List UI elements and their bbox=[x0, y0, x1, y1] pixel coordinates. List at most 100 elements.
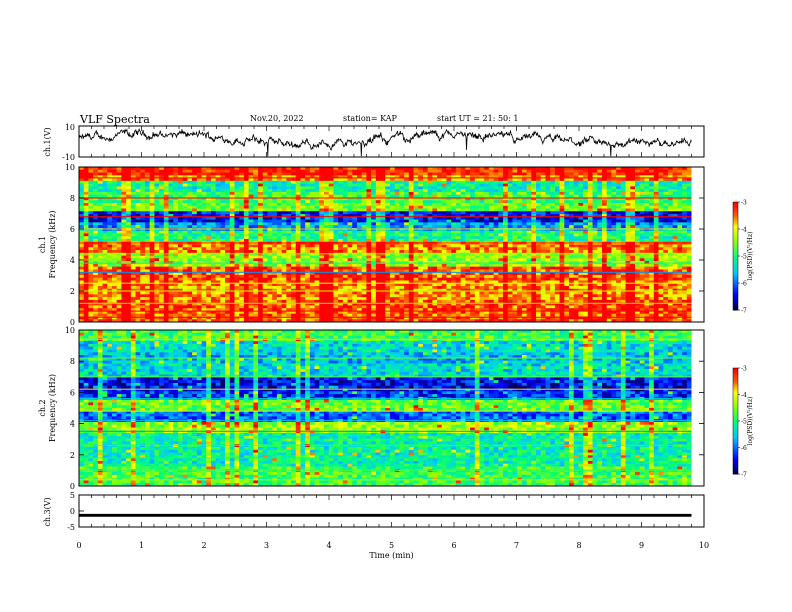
spectrogram-cell bbox=[432, 169, 438, 173]
spectrogram-cell bbox=[540, 255, 546, 259]
spectrogram-cell bbox=[121, 222, 127, 226]
spectrogram-cell bbox=[517, 263, 523, 268]
spectrogram-cell bbox=[253, 186, 259, 190]
spectrogram-cell bbox=[352, 250, 358, 254]
spectrogram-cell bbox=[658, 236, 664, 240]
spectrogram-cell bbox=[625, 263, 631, 268]
spectrogram-cell bbox=[488, 180, 495, 185]
spectrogram-cell bbox=[380, 202, 386, 207]
spectrogram-cell bbox=[366, 250, 372, 254]
spectrogram-cell bbox=[107, 205, 113, 209]
spectrogram-cell bbox=[347, 194, 353, 198]
spectrogram-cell bbox=[192, 219, 198, 223]
spectrogram-cell bbox=[601, 208, 608, 212]
spectrogram-cell bbox=[404, 189, 410, 193]
spectrogram-cell bbox=[644, 208, 650, 212]
spectrogram-cell bbox=[107, 200, 113, 204]
spectrogram-cell bbox=[385, 167, 391, 171]
spectrogram-cell bbox=[342, 167, 348, 171]
spectrogram-cell bbox=[620, 194, 626, 198]
spectrogram-cell bbox=[154, 238, 160, 243]
spectrogram-cell bbox=[441, 186, 447, 190]
spectrogram-cell bbox=[592, 191, 598, 196]
spectrogram-cell bbox=[328, 194, 334, 198]
spectrogram-cell bbox=[102, 233, 108, 237]
spectrogram-cell bbox=[667, 200, 674, 204]
spectrogram-cell bbox=[682, 225, 688, 229]
spectrogram-cell bbox=[616, 202, 622, 207]
spectrogram-cell bbox=[182, 247, 188, 251]
spectrogram-cell bbox=[620, 178, 626, 182]
spectrogram-cell bbox=[667, 205, 674, 209]
spectrogram-cell bbox=[371, 238, 377, 243]
spectrogram-cell bbox=[173, 214, 179, 218]
spectrogram-cell bbox=[677, 208, 683, 212]
spectrogram-cell bbox=[455, 169, 462, 173]
spectrogram-cell bbox=[507, 216, 513, 220]
spectrogram-cell bbox=[291, 194, 297, 198]
spectrogram-cell bbox=[597, 244, 603, 248]
spectrogram-cell bbox=[116, 200, 122, 204]
spectrogram-cell bbox=[206, 263, 212, 268]
spectrogram-cell bbox=[253, 183, 259, 187]
spectrogram-cell bbox=[663, 255, 669, 259]
spectrogram-cell bbox=[333, 211, 339, 215]
spectrogram-cell bbox=[243, 172, 250, 176]
spectrogram-cell bbox=[352, 172, 358, 176]
spectrogram-cell bbox=[135, 197, 141, 201]
spectrogram-cell bbox=[587, 258, 593, 262]
spectrogram-cell bbox=[352, 255, 358, 259]
spectrogram-cell bbox=[550, 183, 556, 187]
spectrogram-cell bbox=[258, 244, 264, 248]
spectrogram-cell bbox=[267, 197, 273, 201]
spectrogram-cell bbox=[295, 244, 301, 248]
spectrogram-cell bbox=[177, 255, 184, 259]
spectrogram-cell bbox=[243, 214, 250, 218]
spectrogram-cell bbox=[517, 236, 523, 240]
spectrogram-cell bbox=[159, 236, 165, 240]
spectrogram-cell bbox=[441, 236, 447, 240]
spectrogram-cell bbox=[210, 191, 217, 196]
spectrogram-cell bbox=[262, 189, 268, 193]
spectrogram-cell bbox=[550, 178, 556, 182]
spectrogram-cell bbox=[441, 167, 447, 171]
spectrogram-cell bbox=[83, 219, 89, 223]
spectrogram-cell bbox=[422, 263, 429, 268]
spectrogram-cell bbox=[601, 167, 608, 171]
spectrogram-cell bbox=[168, 255, 174, 259]
spectrogram-cell bbox=[625, 244, 631, 248]
spectrogram-cell bbox=[569, 186, 575, 190]
spectrogram-cell bbox=[488, 244, 495, 248]
spectrogram-cell bbox=[79, 225, 85, 229]
spectrogram-cell bbox=[371, 175, 377, 179]
spectrogram-cell bbox=[479, 247, 485, 251]
spectrogram-cell bbox=[404, 211, 410, 215]
spectrogram-cell bbox=[606, 194, 612, 198]
spectrogram-cell bbox=[177, 178, 184, 182]
spectrogram-cell bbox=[517, 225, 523, 229]
spectrogram-cell bbox=[97, 208, 103, 212]
spectrogram-cell bbox=[597, 186, 603, 190]
spectrogram-cell bbox=[239, 186, 245, 190]
spectrogram-cell bbox=[545, 169, 551, 173]
spectrogram-cell bbox=[366, 247, 372, 251]
spectrogram-cell bbox=[597, 214, 603, 218]
spectrogram-cell bbox=[338, 233, 344, 237]
spectrogram-cell bbox=[182, 178, 188, 182]
spectrogram-cell bbox=[512, 189, 518, 193]
spectrogram-cell bbox=[309, 178, 315, 182]
spectrogram-cell bbox=[649, 247, 655, 251]
spectrogram-cell bbox=[281, 244, 287, 248]
spectrogram-cell bbox=[229, 216, 235, 220]
spectrogram-cell bbox=[601, 222, 608, 226]
spectrogram-cell bbox=[422, 189, 429, 193]
spectrogram-cell bbox=[474, 233, 480, 237]
spectrogram-cell bbox=[239, 258, 245, 262]
spectrogram-cell bbox=[319, 172, 325, 176]
spectrogram-cell bbox=[206, 202, 212, 207]
spectrogram-cell bbox=[159, 247, 165, 251]
spectrogram-cell bbox=[338, 191, 344, 196]
spectrogram-cell bbox=[616, 250, 622, 254]
spectrogram-cell bbox=[526, 258, 532, 262]
spectrogram-cell bbox=[79, 205, 85, 209]
